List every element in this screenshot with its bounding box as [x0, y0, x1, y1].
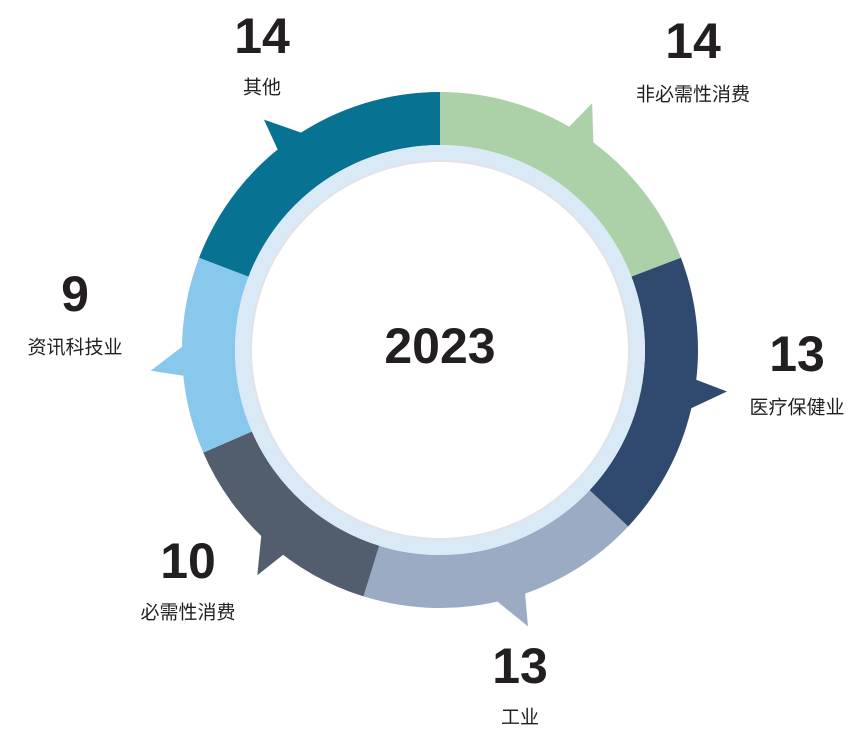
category-label: 非必需性消费	[636, 84, 750, 106]
pointer	[263, 119, 304, 152]
pointer	[567, 103, 594, 146]
category-label: 必需性消费	[140, 602, 235, 624]
pointer	[150, 345, 186, 376]
value-label: 13	[769, 326, 825, 382]
donut-segment	[203, 431, 380, 597]
category-label: 资讯科技业	[27, 337, 122, 359]
value-label: 9	[61, 266, 89, 322]
value-label: 13	[492, 638, 548, 694]
category-label: 工业	[501, 707, 539, 729]
pointer	[689, 379, 728, 410]
donut-segment	[182, 257, 252, 453]
category-label: 医疗保健业	[749, 397, 844, 419]
donut-segment	[440, 92, 681, 277]
pointer	[257, 533, 285, 576]
value-label: 10	[160, 533, 216, 589]
donut-segment	[199, 91, 440, 277]
value-label: 14	[234, 8, 290, 64]
category-label: 其他	[243, 77, 281, 99]
donut-segment	[589, 257, 698, 527]
value-label: 14	[665, 13, 721, 69]
pointer	[495, 591, 528, 627]
inner-disc	[250, 160, 630, 540]
donut-segment	[363, 490, 629, 608]
center-text: 2023	[384, 318, 495, 374]
